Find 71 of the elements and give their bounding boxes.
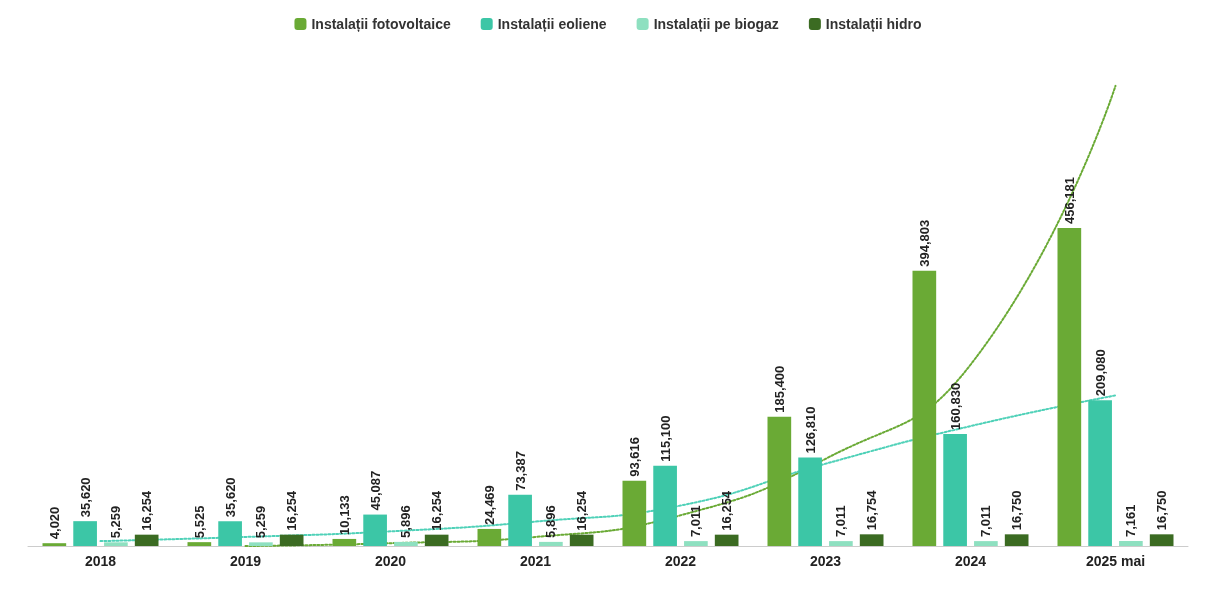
legend-label: Instalații fotovoltaice — [311, 16, 451, 32]
data-label: 7,161 — [1123, 504, 1139, 538]
x-tick-label: 2023 — [809, 553, 842, 569]
bar — [424, 534, 449, 546]
bar — [73, 521, 97, 546]
bar — [42, 543, 67, 546]
data-label: 45,087 — [367, 470, 383, 511]
x-tick-label: 2024 — [954, 553, 987, 569]
x-tick-label: 2020 — [374, 553, 407, 569]
data-label: 209,080 — [1092, 349, 1108, 397]
data-label: 4,020 — [46, 506, 62, 540]
bar — [798, 457, 822, 546]
bar — [684, 541, 708, 546]
data-label: 115,100 — [657, 415, 673, 462]
data-label: 7,011 — [833, 505, 849, 538]
legend-label: Instalații hidro — [825, 16, 922, 32]
data-label: 35,620 — [77, 477, 93, 518]
x-tick-label: 2018 — [84, 553, 117, 569]
x-tick-label: 2019 — [229, 553, 262, 569]
data-label: 16,254 — [429, 490, 445, 531]
data-label: 5,896 — [398, 505, 414, 538]
x-tick-label: 2021 — [519, 553, 552, 569]
bar — [1119, 541, 1143, 546]
data-label: 5,259 — [253, 505, 269, 539]
bar — [1057, 227, 1082, 546]
bar — [943, 433, 967, 546]
bar — [653, 465, 677, 546]
bar — [1004, 534, 1029, 546]
data-label: 5,525 — [191, 505, 207, 539]
bar — [218, 521, 242, 546]
bar — [249, 542, 273, 546]
bar — [539, 541, 563, 546]
data-label: 185,400 — [771, 365, 787, 413]
bar — [508, 494, 532, 546]
legend-label: Instalații eoliene — [497, 16, 607, 32]
data-label: 16,254 — [284, 490, 300, 531]
data-label: 16,254 — [719, 490, 735, 531]
data-label: 5,259 — [108, 505, 124, 539]
data-label: 160,830 — [947, 382, 963, 430]
bar — [829, 541, 853, 546]
bar — [363, 514, 387, 546]
data-label: 7,011 — [978, 505, 994, 538]
data-label: 93,616 — [626, 436, 642, 477]
bar — [1088, 400, 1112, 546]
data-label: 16,254 — [574, 490, 590, 531]
data-label: 10,133 — [336, 495, 352, 535]
x-tick-label: 2022 — [664, 553, 697, 569]
data-label: 35,620 — [222, 477, 238, 518]
x-tick-label: 2025 mai — [1085, 553, 1146, 569]
bar — [974, 541, 998, 546]
data-label: 5,896 — [543, 505, 559, 538]
bar — [859, 534, 884, 546]
bar — [569, 534, 594, 546]
data-label: 456,181 — [1061, 176, 1077, 224]
legend-label: Instalații pe biogaz — [653, 16, 779, 32]
bar — [1149, 534, 1174, 546]
bar — [187, 542, 212, 546]
bar — [104, 542, 128, 546]
data-label: 73,387 — [512, 451, 528, 491]
bar — [394, 541, 418, 546]
data-label: 16,754 — [864, 489, 880, 531]
data-label: 16,750 — [1009, 490, 1025, 531]
data-label: 16,750 — [1154, 490, 1170, 531]
bar — [134, 534, 159, 546]
data-label: 7,011 — [688, 505, 704, 538]
bar — [279, 534, 304, 546]
data-label: 24,469 — [481, 485, 497, 525]
data-label: 126,810 — [802, 406, 818, 454]
data-label: 394,803 — [916, 219, 932, 267]
bar — [714, 534, 739, 546]
data-label: 16,254 — [139, 490, 155, 531]
